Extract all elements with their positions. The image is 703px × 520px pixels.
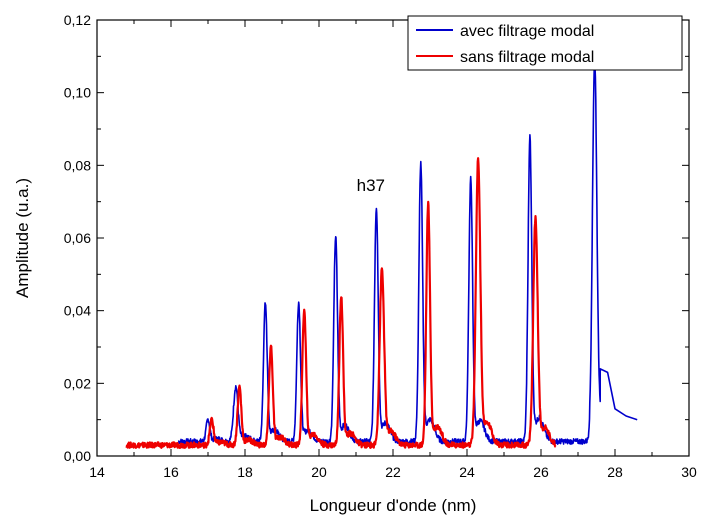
legend-box [407, 15, 683, 71]
legend-label-avec: avec filtrage modal [460, 23, 594, 40]
series-line-1 [125, 157, 557, 449]
y-tick-label: 0,00 [64, 448, 91, 464]
series-line-0 [177, 61, 638, 445]
y-tick-label: 0,08 [64, 157, 91, 173]
legend-label-sans: sans filtrage modal [460, 49, 594, 66]
y-tick-label: 0,12 [64, 12, 91, 28]
x-tick-label: 16 [163, 464, 179, 480]
x-tick-label: 24 [459, 464, 475, 480]
x-tick-label: 20 [311, 464, 327, 480]
series-layer [125, 61, 638, 449]
x-tick-label: 26 [533, 464, 549, 480]
x-tick-labels: 14 16 18 20 22 24 26 28 30 [89, 464, 697, 480]
y-tick-label: 0,04 [64, 303, 91, 319]
y-tick-label: 0,10 [64, 85, 91, 101]
y-tick-labels: 0,00 0,02 0,04 0,06 0,08 0,10 0,12 [64, 12, 91, 464]
x-tick-label: 28 [607, 464, 623, 480]
annotation-h37: h37 [357, 176, 385, 195]
x-tick-label: 30 [681, 464, 697, 480]
x-axis-title: Longueur d'onde (nm) [310, 496, 477, 515]
x-tick-label: 18 [237, 464, 253, 480]
x-tick-label: 14 [89, 464, 105, 480]
y-tick-label: 0,06 [64, 230, 91, 246]
x-tick-label: 22 [385, 464, 401, 480]
y-axis-title: Amplitude (u.a.) [13, 178, 32, 298]
y-tick-label: 0,02 [64, 375, 91, 391]
legend: avec filtrage modal sans filtrage modal [407, 15, 683, 71]
